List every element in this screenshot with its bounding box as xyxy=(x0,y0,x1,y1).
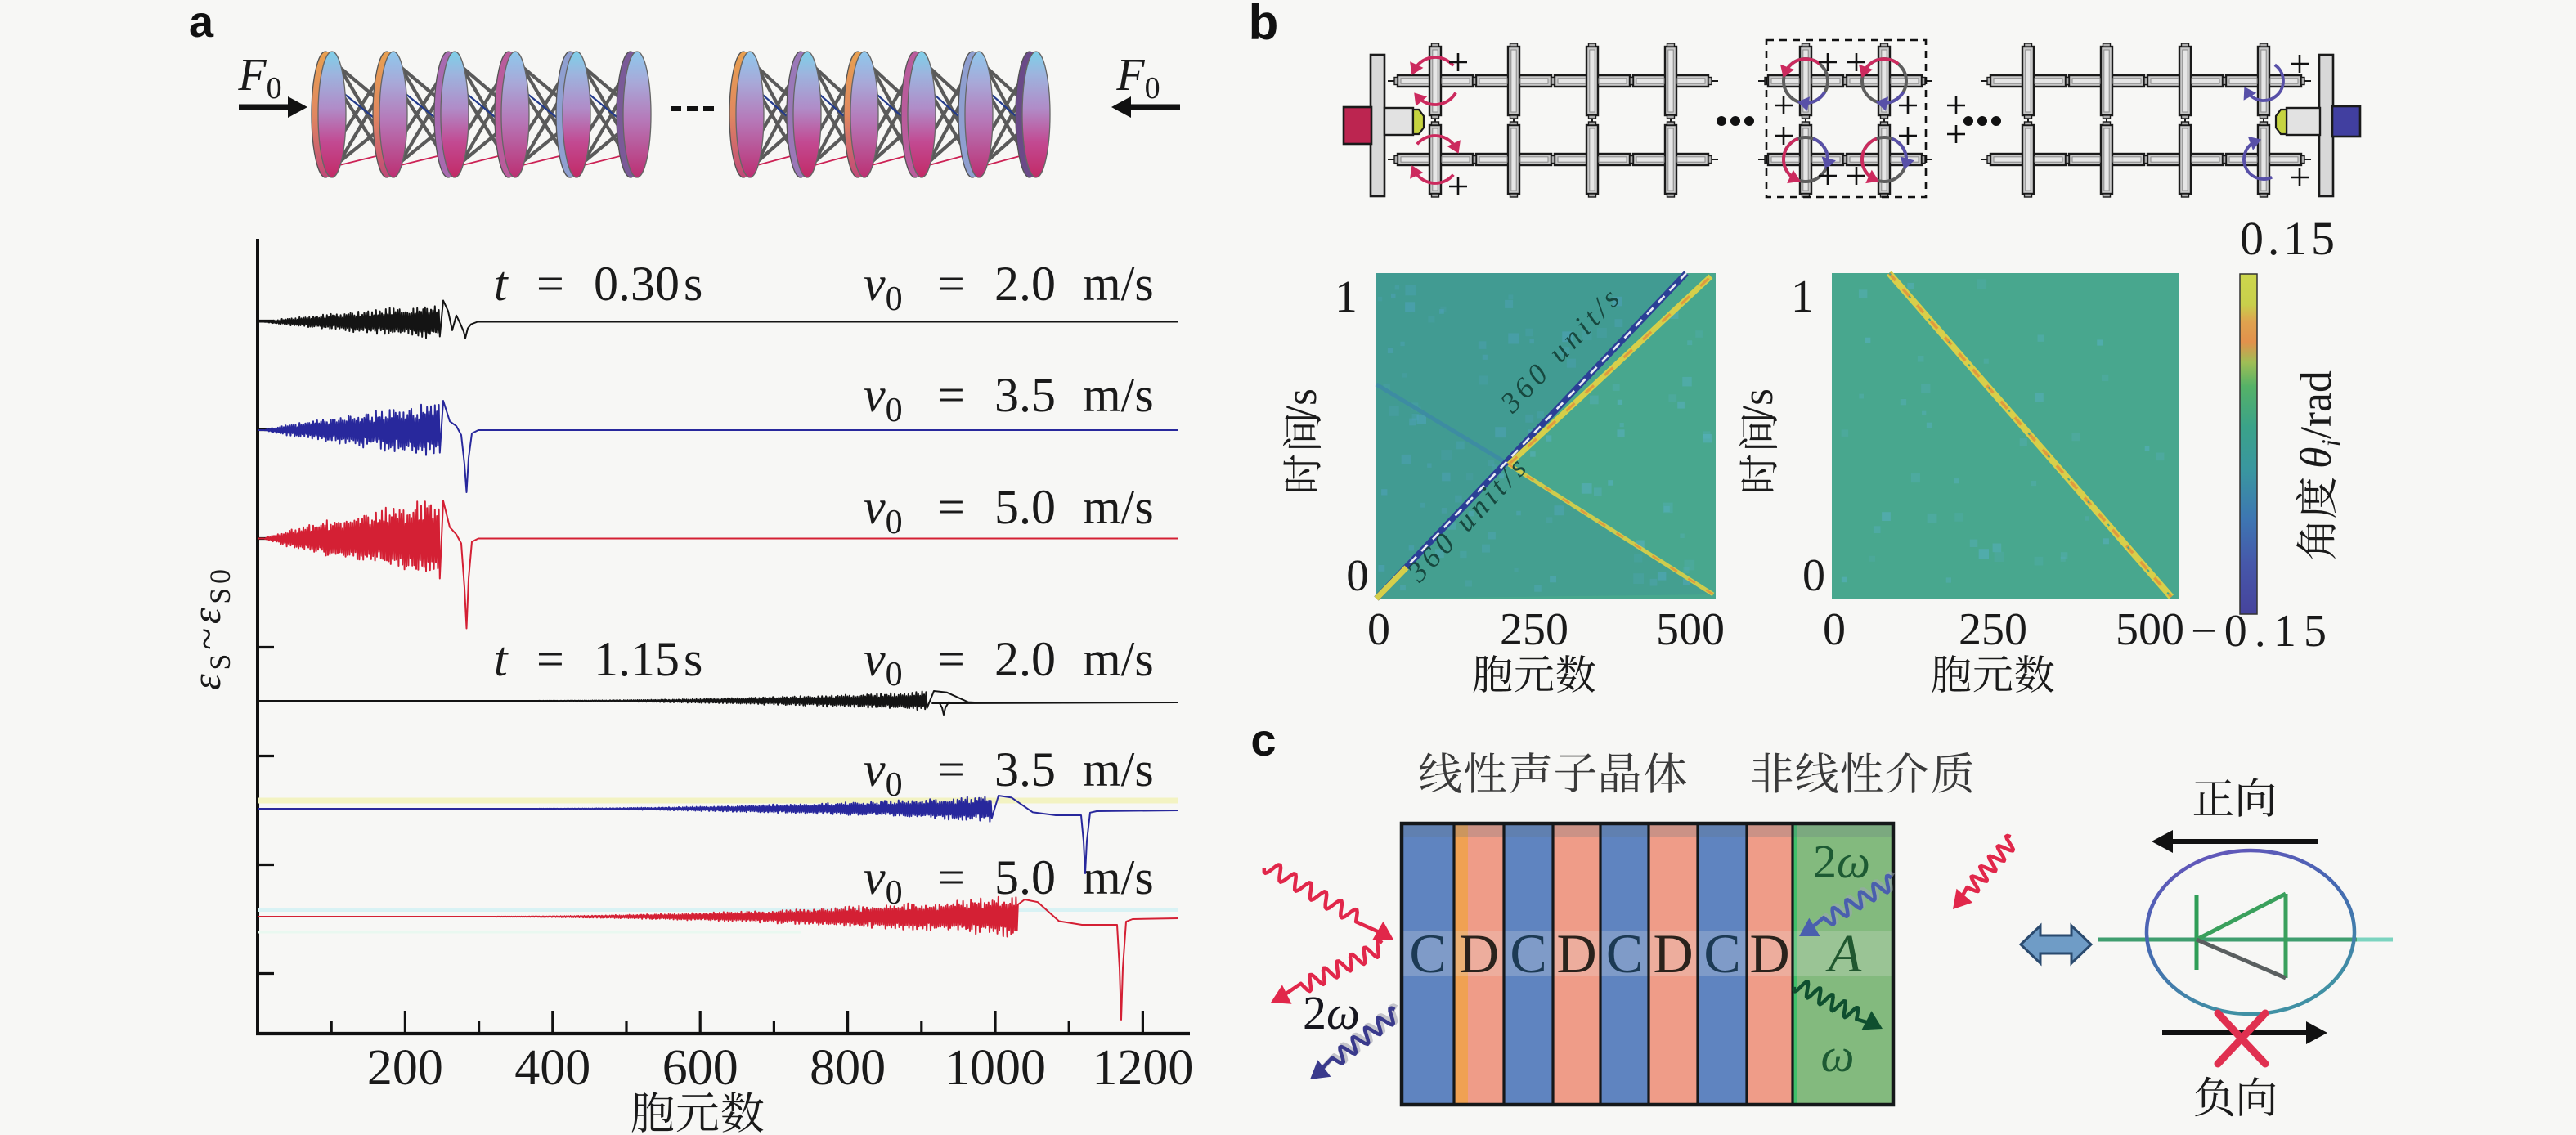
svg-text:v0=3.5m/s: v0 = 3.5 m/s xyxy=(864,742,1154,804)
svg-text:−0.15: −0.15 xyxy=(2191,606,2327,657)
svg-text:v0=2.0m/s: v0 = 2.0 m/s xyxy=(864,632,1154,693)
svg-text:600: 600 xyxy=(662,1040,738,1096)
svg-text:D: D xyxy=(1749,922,1789,985)
svg-text:2ω: 2ω xyxy=(1303,986,1360,1039)
svg-text:800: 800 xyxy=(810,1040,886,1096)
svg-text:2ω: 2ω xyxy=(1813,835,1870,888)
svg-text:v0=2.0m/s: v0 = 2.0 m/s xyxy=(864,257,1154,318)
svg-text:C: C xyxy=(1510,922,1546,985)
svg-text:200: 200 xyxy=(367,1040,443,1096)
svg-text:400: 400 xyxy=(514,1040,590,1096)
svg-text:F0: F0 xyxy=(237,50,281,105)
svg-text:0: 0 xyxy=(1367,604,1390,655)
svg-text:θi/rad: θi/rad xyxy=(2291,370,2347,469)
svg-text:0: 0 xyxy=(1802,550,1825,601)
svg-text:/s: /s xyxy=(1277,388,1326,418)
svg-text:C: C xyxy=(1606,922,1643,985)
svg-text:1: 1 xyxy=(1335,271,1358,321)
svg-text:0: 0 xyxy=(1823,604,1846,655)
svg-text:A: A xyxy=(1825,924,1862,984)
svg-text:ω: ω xyxy=(1821,1029,1855,1082)
svg-text:εS~εS0: εS~εS0 xyxy=(183,569,236,690)
svg-text:b: b xyxy=(1249,0,1279,50)
svg-text:a: a xyxy=(189,0,214,47)
svg-text:D: D xyxy=(1459,922,1499,985)
svg-text:1200: 1200 xyxy=(1092,1040,1193,1096)
svg-text:500: 500 xyxy=(1656,604,1725,655)
svg-text:1000: 1000 xyxy=(945,1040,1046,1096)
svg-text:0.15: 0.15 xyxy=(2240,212,2335,265)
svg-text:1: 1 xyxy=(1791,271,1814,322)
svg-text:D: D xyxy=(1653,922,1693,985)
svg-text:250: 250 xyxy=(1500,604,1568,655)
svg-text:C: C xyxy=(1703,922,1740,985)
svg-text:C: C xyxy=(1409,922,1446,985)
svg-text:t=1.15s: t = 1.15s xyxy=(494,632,702,686)
svg-text:250: 250 xyxy=(1959,604,2027,655)
svg-text:500: 500 xyxy=(2116,604,2184,655)
svg-text:v0=5.0m/s: v0 = 5.0 m/s xyxy=(864,850,1154,912)
svg-text:F0: F0 xyxy=(1115,50,1160,105)
svg-text:t=0.30s: t = 0.30s xyxy=(494,257,702,311)
svg-text:c: c xyxy=(1250,714,1276,765)
svg-text:v0=5.0m/s: v0 = 5.0 m/s xyxy=(864,480,1154,541)
svg-text:/s: /s xyxy=(1733,388,1782,418)
svg-text:v0=3.5m/s: v0 = 3.5 m/s xyxy=(864,368,1154,429)
svg-text:D: D xyxy=(1556,922,1596,985)
svg-text:0: 0 xyxy=(1346,550,1369,600)
